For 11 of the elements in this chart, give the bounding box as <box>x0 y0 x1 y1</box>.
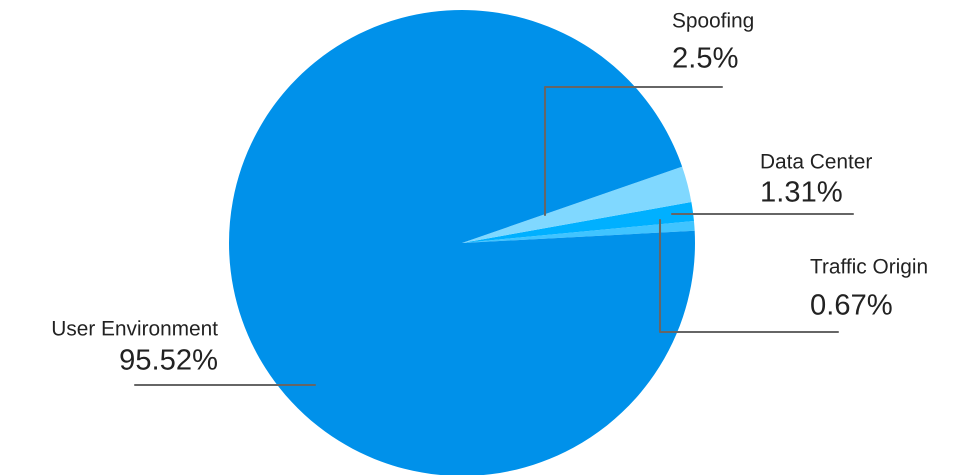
data-label: 95.52% <box>120 349 217 370</box>
data-label: 1.31% <box>762 181 842 202</box>
data-label: 0.67% <box>811 294 892 315</box>
slice-label: Data Center <box>762 154 872 169</box>
slice-label: Traffic Origin <box>810 258 927 278</box>
slice-label: Spoofing <box>672 12 753 32</box>
pie-slice <box>462 221 695 243</box>
slice-label: User Environment <box>52 320 218 336</box>
pie-slice <box>462 202 694 243</box>
data-label: 2.5% <box>673 47 738 68</box>
pie-slice <box>462 166 692 243</box>
